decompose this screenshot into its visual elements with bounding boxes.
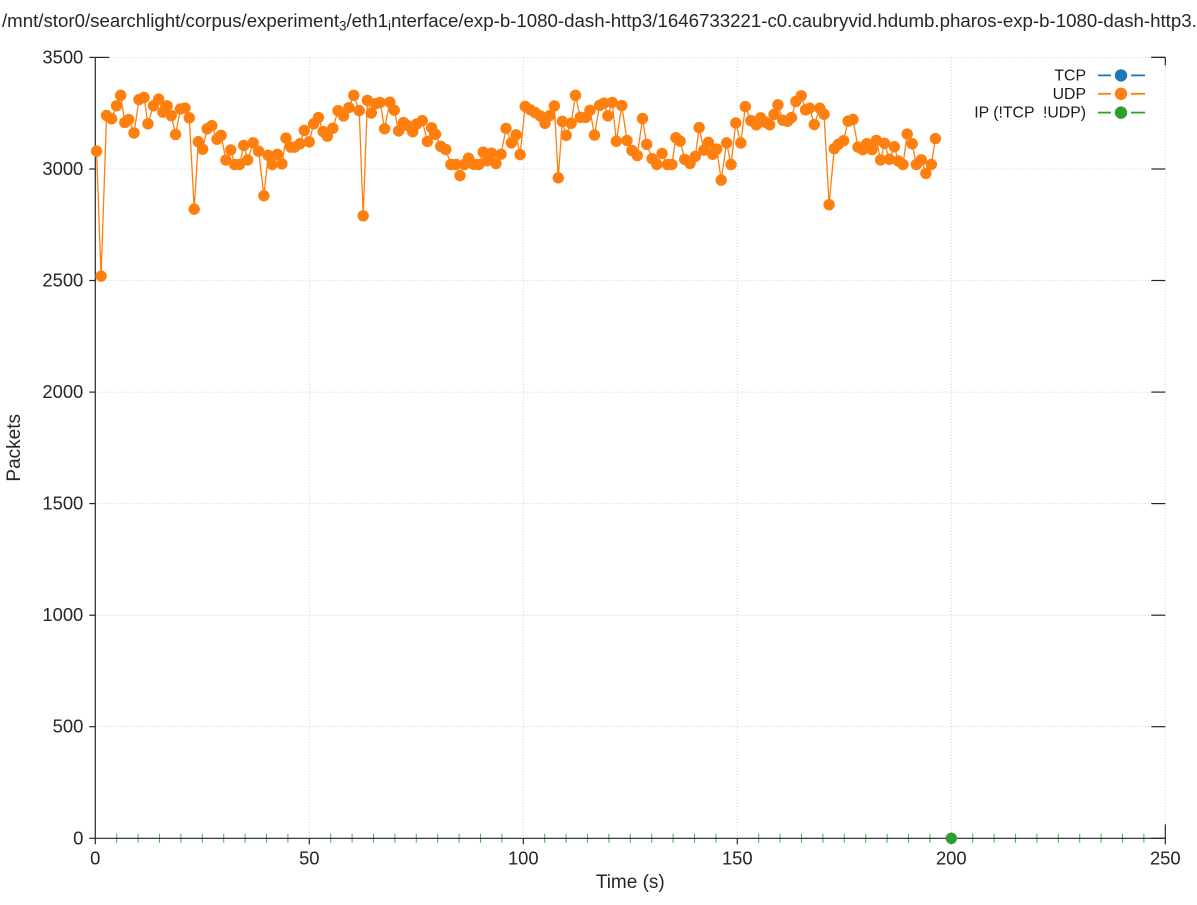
svg-text:150: 150 [722, 847, 753, 868]
svg-text:0: 0 [73, 827, 83, 848]
svg-text:Packets: Packets [4, 414, 25, 482]
svg-text:50: 50 [299, 847, 319, 868]
svg-text:500: 500 [53, 716, 84, 737]
svg-text:2000: 2000 [42, 381, 83, 402]
svg-text:Time (s): Time (s) [596, 872, 665, 893]
svg-text:250: 250 [1150, 847, 1181, 868]
svg-text:2500: 2500 [42, 270, 83, 291]
svg-text:/mnt/stor0/searchlight/corpus/: /mnt/stor0/searchlight/corpus/experiment… [2, 10, 1197, 33]
svg-text:200: 200 [936, 847, 967, 868]
svg-text:IP (!TCP !UDP): IP (!TCP !UDP) [974, 105, 1086, 122]
svg-text:TCP: TCP [1054, 67, 1086, 84]
svg-text:0: 0 [90, 847, 100, 868]
svg-text:1000: 1000 [42, 604, 83, 625]
svg-text:1500: 1500 [42, 493, 83, 514]
svg-text:UDP: UDP [1053, 86, 1086, 103]
svg-text:100: 100 [508, 847, 539, 868]
svg-text:3000: 3000 [42, 158, 83, 179]
svg-text:3500: 3500 [42, 46, 83, 67]
